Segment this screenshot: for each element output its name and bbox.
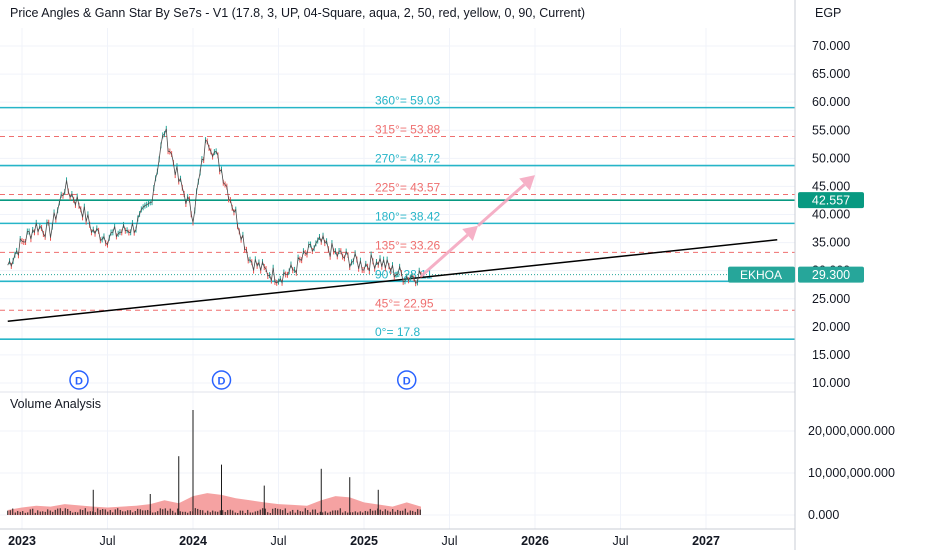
gann-levels: 360°= 59.03 315°= 53.88 270°= 48.72 225°= 4… [0,94,795,340]
time-tick-label: 2027 [692,534,720,548]
time-tick-label: Jul [100,534,116,548]
price-axis[interactable]: 70.000 65.000 60.000 55.000 50.000 45.000 40.0… [812,39,850,390]
gann-level-label: 45°= 22.95 [375,296,434,310]
volume-area [7,493,421,515]
volume-tick-label: 10,000,000.000 [808,466,895,480]
gann-level-label: 360°= 59.03 [375,94,441,108]
price-badges: 42.557 EKHOA 29.300 [728,192,864,283]
symbol-badge-text: EKHOA [740,268,782,282]
dividend-marker-label: D [75,376,83,388]
volume-tick-label: 0.000 [808,508,839,522]
gann-level-label: 135°= 33.26 [375,238,441,252]
trendline-layer [7,239,778,322]
forecast-arrow-head[interactable] [519,175,535,191]
volume-series [7,410,421,515]
current-price-badge [798,192,864,209]
price-line [7,128,422,285]
price-tick-label: 45.000 [812,179,850,193]
time-tick-label: 2024 [179,534,207,548]
symbol-price-badge [798,266,864,283]
price-tick-label: 65.000 [812,67,850,81]
gann-level-label: 225°= 43.57 [375,180,441,194]
dividend-marker-label: D [218,376,226,388]
price-tick-label: 25.000 [812,292,850,306]
time-tick-label: Jul [271,534,287,548]
symbol-badge[interactable] [728,266,795,283]
forecast-arrow-shaft[interactable] [420,233,469,278]
time-tick-label: 2023 [8,534,36,548]
price-tick-label: 20.000 [812,320,850,334]
current-price-badge-text: 42.557 [812,194,850,208]
price-tick-label: 50.000 [812,151,850,165]
gann-level-label: 315°= 53.88 [375,123,441,137]
time-tick-label: Jul [613,534,629,548]
gann-level-label: 0°= 17.8 [375,325,420,339]
dividend-marker[interactable] [211,370,232,390]
forecast-arrows [420,175,535,278]
price-tick-label: 15.000 [812,348,850,362]
dividend-marker-label: D [403,376,411,388]
price-tick-label: 10.000 [812,376,850,390]
price-tick-label: 35.000 [812,236,850,250]
price-series [7,125,422,287]
forecast-arrow-shaft[interactable] [477,183,526,227]
price-tick-label: 60.000 [812,95,850,109]
time-tick-label: Jul [442,534,458,548]
price-tick-label: 40.000 [812,208,850,222]
gann-level-label: 270°= 48.72 [375,152,441,166]
time-tick-label: 2025 [350,534,378,548]
price-tick-label: 55.000 [812,123,850,137]
trendline[interactable] [7,239,778,322]
volume-panel-title[interactable]: Volume Analysis [10,397,101,411]
indicator-title[interactable]: Price Angles & Gann Star By Se7s - V1 (1… [10,6,585,20]
forecast-arrow-head[interactable] [462,225,478,242]
time-axis[interactable]: 2023 Jul 2024 Jul 2025 Jul 2026 Jul 2027 [8,534,720,548]
volume-tick-label: 20,000,000.000 [808,424,895,438]
volume-axis[interactable]: 20,000,000.000 10,000,000.000 0.000 [808,424,895,522]
dividend-marker[interactable] [397,370,417,390]
time-tick-label: 2026 [521,534,549,548]
price-tick-label: 70.000 [812,39,850,53]
currency-label: EGP [815,6,841,20]
dividend-marker[interactable] [69,370,89,390]
symbol-price-badge-text: 29.300 [812,268,850,282]
gann-level-label: 180°= 38.42 [375,209,441,223]
